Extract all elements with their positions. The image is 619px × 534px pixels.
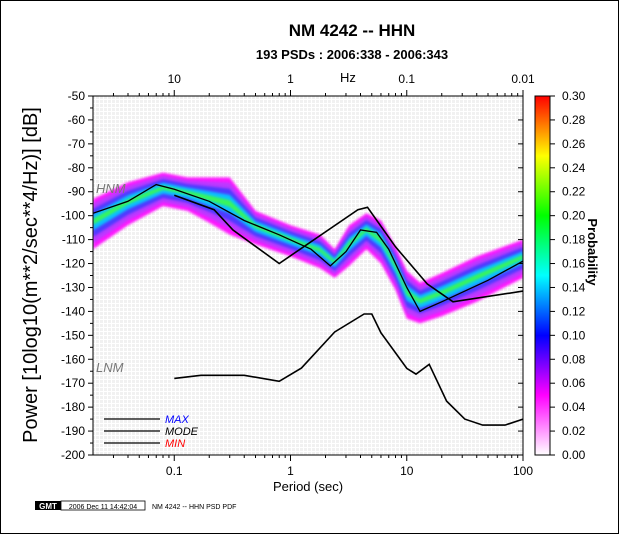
colorbar-tick-label: 0.02 [562,424,586,438]
top-axis-label: Hz [340,70,356,85]
footer-timestamp-box [60,500,146,511]
y-tick-label: -100 [61,209,85,223]
top-tick-label: 0.01 [511,72,535,86]
y-tick-label: -170 [61,376,85,390]
y-tick-label: -90 [68,185,86,199]
y-axis: -50 -60 -70 -80 -90 -100 -110 -120 -130 -140 -150 -… [61,89,523,462]
band-green [93,185,523,304]
colorbar-tick-label: 0.28 [562,113,586,127]
x-tick-label: 1 [287,464,294,478]
colorbar-tick-label: 0.26 [562,137,586,151]
colorbar-axis: 0.00 0.02 0.04 0.06 0.08 0.10 0.12 0.14 0.16 0.18… [550,89,586,462]
gmt-logo [35,501,61,510]
x-tick-label: 0.1 [166,464,183,478]
x-tick-label: 10 [400,464,414,478]
y-tick-label: -150 [61,328,85,342]
colorbar-tick-label: 0.30 [562,89,586,103]
y-tick-label: -130 [61,280,85,294]
colorbar-tick-label: 0.14 [562,280,586,294]
lnm-label: LNM [96,360,124,375]
lnm-line [174,313,523,426]
colorbar-tick-label: 0.06 [562,376,586,390]
y-tick-label: -50 [68,89,86,103]
mode-line [93,183,523,313]
colorbar-label: Probability [585,218,600,286]
x-tick-label: 100 [513,464,533,478]
chart-subtitle: 193 PSDs : 2006:338 - 2006:343 [256,47,448,62]
y-tick-label: -190 [61,424,85,438]
colorbar-tick-label: 0.20 [562,209,586,223]
colorbar-tick-label: 0.24 [562,161,586,175]
y-tick-label: -60 [68,113,86,127]
hnm-label: HNM [96,181,126,196]
footer-timestamp: 2006 Dec 11 14:42:04 [69,504,137,511]
y-tick-label: -180 [61,400,85,414]
legend-label-max: MAX [165,414,190,426]
top-axis: 10 1 0.1 0.01 [112,72,535,96]
y-tick-label: -70 [68,137,86,151]
legend-label-min: MIN [165,438,185,450]
colorbar-tick-label: 0.08 [562,352,586,366]
colorbar-tick-label: 0.16 [562,257,586,271]
top-tick-label: 1 [287,72,294,86]
hnm-line [174,194,523,303]
colorbar-tick-label: 0.00 [562,448,586,462]
top-tick-label: 0.1 [398,72,415,86]
y-tick-label: -120 [61,257,85,271]
reference-lines [93,183,523,426]
y-axis-label: Power [10log10(m**2/sec**4/Hz)] [dB] [20,107,42,443]
colorbar-tick-label: 0.12 [562,304,586,318]
colorbar-tick-label: 0.22 [562,185,586,199]
y-tick-label: -200 [61,448,85,462]
y-tick-label: -160 [61,352,85,366]
colorbar-tick-label: 0.18 [562,233,586,247]
footer-caption: NM 4242 -- HHN PSD PDF [152,504,236,511]
colorbar [534,95,551,456]
colorbar-tick-label: 0.04 [562,400,586,414]
x-axis-label: Period (sec) [273,479,343,494]
colorbar-tick-label: 0.10 [562,328,586,342]
chart-title: NM 4242 -- HHN [289,21,416,40]
y-tick-label: -140 [61,304,85,318]
top-tick-label: 10 [168,72,182,86]
y-tick-label: -110 [62,233,85,247]
gmt-logo-text: GMT [39,502,57,511]
legend-label-mode: MODE [165,426,199,438]
y-tick-label: -80 [68,161,86,175]
x-axis: 0.1 1 10 100 [112,455,533,478]
